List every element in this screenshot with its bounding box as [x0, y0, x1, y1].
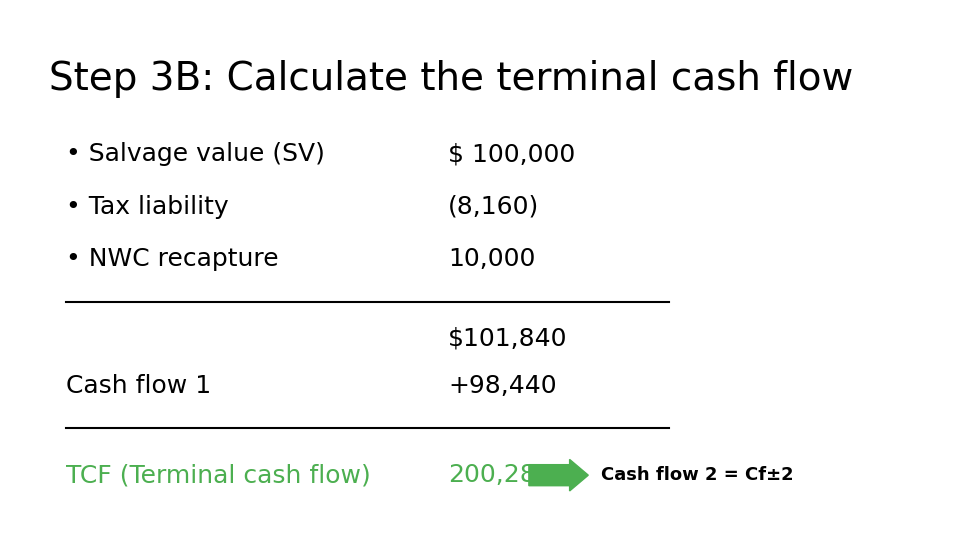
Text: 200,280: 200,280: [448, 463, 552, 487]
Text: (8,160): (8,160): [448, 195, 540, 219]
Text: 10,000: 10,000: [448, 247, 536, 272]
Text: Step 3B: Calculate the terminal cash flow: Step 3B: Calculate the terminal cash flo…: [49, 59, 853, 98]
Text: • Tax liability: • Tax liability: [66, 195, 229, 219]
FancyArrow shape: [529, 460, 588, 491]
Text: $ 100,000: $ 100,000: [448, 142, 575, 166]
Text: $101,840: $101,840: [448, 326, 567, 350]
Text: Cash flow 1: Cash flow 1: [66, 374, 211, 398]
Text: • Salvage value (SV): • Salvage value (SV): [66, 142, 325, 166]
Text: Cash flow 2 = Cf±2: Cash flow 2 = Cf±2: [601, 466, 794, 484]
Text: • NWC recapture: • NWC recapture: [66, 247, 279, 272]
Text: TCF (Terminal cash flow): TCF (Terminal cash flow): [66, 463, 372, 487]
Text: +98,440: +98,440: [448, 374, 557, 398]
